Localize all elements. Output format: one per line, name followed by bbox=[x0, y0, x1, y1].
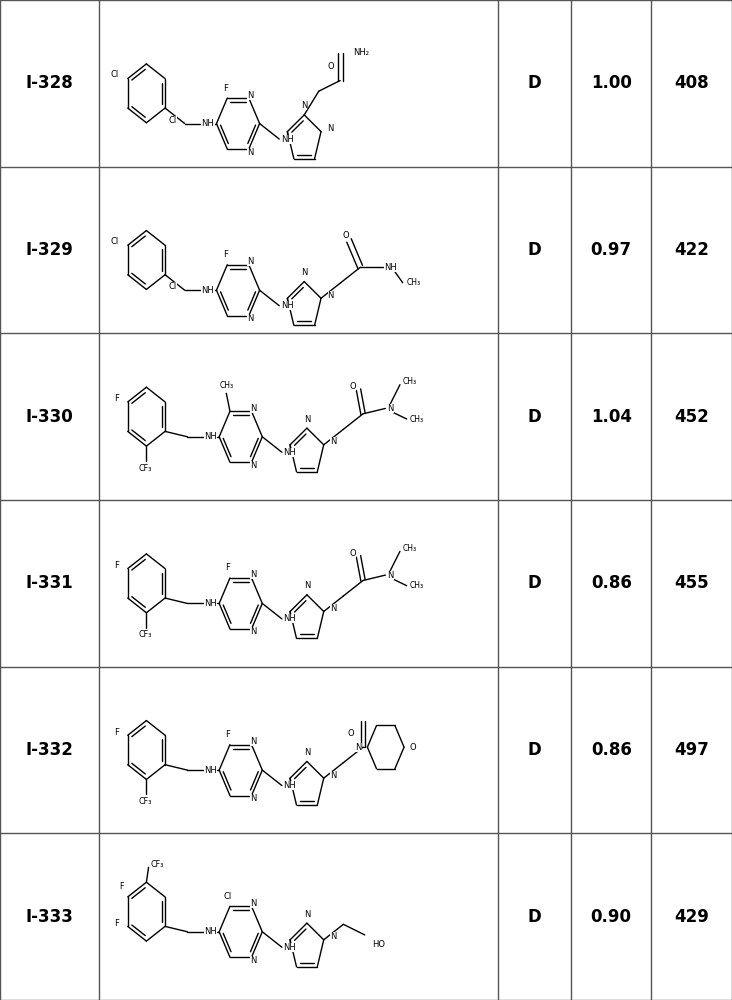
Text: Cl: Cl bbox=[111, 237, 119, 246]
Text: F: F bbox=[114, 728, 119, 737]
Text: O: O bbox=[349, 549, 356, 558]
Text: D: D bbox=[528, 241, 541, 259]
Text: N: N bbox=[301, 268, 307, 277]
Text: N: N bbox=[250, 461, 256, 470]
Text: NH: NH bbox=[203, 766, 217, 775]
Text: CH₃: CH₃ bbox=[403, 377, 417, 386]
Text: N: N bbox=[247, 257, 253, 266]
Text: I-333: I-333 bbox=[26, 908, 73, 926]
Text: NH: NH bbox=[203, 927, 217, 936]
Text: D: D bbox=[528, 74, 541, 92]
Text: NH: NH bbox=[203, 432, 217, 441]
Text: I-332: I-332 bbox=[26, 741, 73, 759]
Text: N: N bbox=[328, 124, 334, 133]
Text: D: D bbox=[528, 408, 541, 426]
Text: N: N bbox=[330, 771, 337, 780]
Text: F: F bbox=[114, 919, 119, 928]
Text: 452: 452 bbox=[674, 408, 709, 426]
Text: F: F bbox=[114, 394, 119, 403]
Text: N: N bbox=[250, 956, 256, 965]
Text: NH: NH bbox=[283, 614, 296, 623]
Text: CH₃: CH₃ bbox=[406, 278, 420, 287]
Text: N: N bbox=[304, 581, 310, 590]
Text: 1.00: 1.00 bbox=[591, 74, 632, 92]
Text: N: N bbox=[250, 794, 256, 803]
Text: N: N bbox=[247, 91, 253, 100]
Text: 0.90: 0.90 bbox=[591, 908, 632, 926]
Text: N: N bbox=[250, 627, 256, 636]
Text: 0.97: 0.97 bbox=[591, 241, 632, 259]
Text: N: N bbox=[387, 404, 394, 413]
Text: N: N bbox=[330, 437, 337, 446]
Text: N: N bbox=[304, 415, 310, 424]
Text: CH₃: CH₃ bbox=[410, 415, 424, 424]
Text: D: D bbox=[528, 741, 541, 759]
Text: Cl: Cl bbox=[169, 282, 177, 291]
Text: Cl: Cl bbox=[111, 70, 119, 79]
Text: NH₂: NH₂ bbox=[354, 48, 370, 57]
Text: 1.04: 1.04 bbox=[591, 408, 632, 426]
Text: NH: NH bbox=[201, 286, 214, 295]
Text: NH: NH bbox=[283, 781, 296, 790]
Text: Cl: Cl bbox=[169, 116, 177, 125]
Text: N: N bbox=[301, 101, 307, 110]
Text: 429: 429 bbox=[674, 908, 709, 926]
Text: 408: 408 bbox=[674, 74, 709, 92]
Text: CH₃: CH₃ bbox=[220, 381, 234, 390]
Text: 497: 497 bbox=[674, 741, 709, 759]
Text: F: F bbox=[114, 561, 119, 570]
Text: NH: NH bbox=[201, 119, 214, 128]
Text: O: O bbox=[349, 382, 356, 391]
Text: N: N bbox=[250, 570, 256, 579]
Text: CF₃: CF₃ bbox=[138, 797, 152, 806]
Text: N: N bbox=[330, 932, 337, 941]
Text: O: O bbox=[348, 729, 354, 738]
Text: N: N bbox=[250, 899, 256, 908]
Text: CF₃: CF₃ bbox=[138, 630, 152, 639]
Text: N: N bbox=[247, 148, 253, 157]
Text: F: F bbox=[119, 882, 124, 891]
Text: N: N bbox=[250, 737, 256, 746]
Text: CF₃: CF₃ bbox=[138, 464, 152, 473]
Text: N: N bbox=[247, 314, 253, 323]
Text: Cl: Cl bbox=[224, 892, 232, 901]
Text: F: F bbox=[225, 730, 230, 739]
Text: I-330: I-330 bbox=[26, 408, 73, 426]
Text: F: F bbox=[225, 563, 230, 572]
Text: D: D bbox=[528, 908, 541, 926]
Text: I-329: I-329 bbox=[26, 241, 73, 259]
Text: HO: HO bbox=[372, 940, 385, 949]
Text: 422: 422 bbox=[674, 241, 709, 259]
Text: N: N bbox=[304, 748, 310, 757]
Text: CH₃: CH₃ bbox=[410, 581, 424, 590]
Text: O: O bbox=[410, 743, 417, 752]
Text: N: N bbox=[355, 743, 362, 752]
Text: O: O bbox=[342, 231, 348, 240]
Text: N: N bbox=[387, 571, 394, 580]
Text: NH: NH bbox=[283, 448, 296, 457]
Text: I-328: I-328 bbox=[26, 74, 73, 92]
Text: O: O bbox=[327, 62, 334, 71]
Text: F: F bbox=[223, 84, 228, 93]
Text: F: F bbox=[223, 250, 228, 259]
Text: 0.86: 0.86 bbox=[591, 574, 632, 592]
Text: N: N bbox=[304, 910, 310, 919]
Text: NH: NH bbox=[280, 135, 294, 144]
Text: N: N bbox=[250, 404, 256, 413]
Text: N: N bbox=[328, 291, 334, 300]
Text: NH: NH bbox=[384, 263, 397, 272]
Text: I-331: I-331 bbox=[26, 574, 73, 592]
Text: CF₃: CF₃ bbox=[150, 860, 163, 869]
Text: N: N bbox=[330, 604, 337, 613]
Text: NH: NH bbox=[283, 943, 296, 952]
Text: NH: NH bbox=[203, 599, 217, 608]
Text: NH: NH bbox=[280, 301, 294, 310]
Text: 0.86: 0.86 bbox=[591, 741, 632, 759]
Text: 455: 455 bbox=[674, 574, 709, 592]
Text: CH₃: CH₃ bbox=[403, 544, 417, 553]
Text: D: D bbox=[528, 574, 541, 592]
